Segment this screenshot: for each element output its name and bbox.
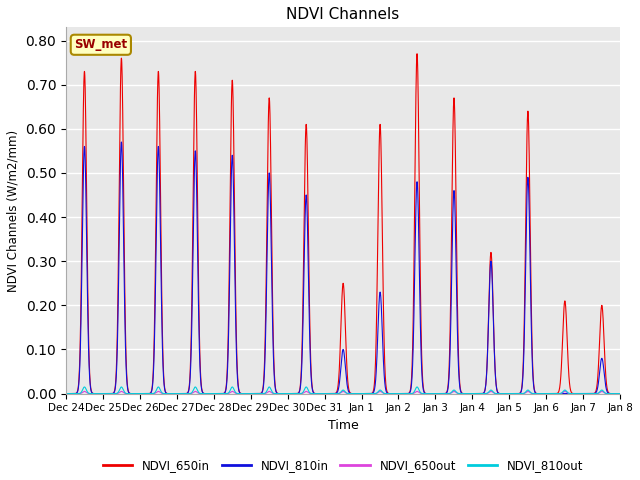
NDVI_650out <box>299 390 307 396</box>
NDVI_810out <box>546 391 554 396</box>
NDVI_650out <box>616 391 624 396</box>
NDVI_650out <box>125 391 133 396</box>
X-axis label: Time: Time <box>328 419 358 432</box>
Line: NDVI_810out: NDVI_810out <box>66 387 620 394</box>
NDVI_650out <box>275 391 282 396</box>
NDVI_810in <box>299 334 307 340</box>
Line: NDVI_810in: NDVI_810in <box>66 142 620 394</box>
NDVI_810in <box>118 139 125 145</box>
Line: NDVI_650out: NDVI_650out <box>66 391 620 394</box>
NDVI_650out <box>546 391 554 396</box>
NDVI_810in <box>159 337 166 343</box>
NDVI_810out <box>125 391 133 396</box>
NDVI_650in <box>413 51 421 57</box>
NDVI_810out <box>159 390 166 396</box>
Y-axis label: NDVI Channels (W/m2/mm): NDVI Channels (W/m2/mm) <box>7 130 20 291</box>
NDVI_810out <box>616 391 624 396</box>
NDVI_810out <box>81 384 88 390</box>
NDVI_650in <box>546 391 554 396</box>
NDVI_650out <box>605 391 613 396</box>
NDVI_810in <box>616 391 624 396</box>
NDVI_650in <box>616 391 624 396</box>
NDVI_810in <box>275 391 282 396</box>
NDVI_650in <box>125 390 133 396</box>
NDVI_650in <box>62 391 70 396</box>
Line: NDVI_650in: NDVI_650in <box>66 54 620 394</box>
NDVI_810in <box>561 391 569 396</box>
NDVI_810out <box>299 390 307 396</box>
Legend: NDVI_650in, NDVI_810in, NDVI_650out, NDVI_810out: NDVI_650in, NDVI_810in, NDVI_650out, NDV… <box>98 455 588 477</box>
NDVI_810out <box>275 391 282 396</box>
NDVI_810in <box>125 390 133 396</box>
NDVI_810out <box>62 391 70 396</box>
Text: SW_met: SW_met <box>74 38 127 51</box>
NDVI_810in <box>62 391 70 396</box>
NDVI_650out <box>81 388 88 394</box>
Title: NDVI Channels: NDVI Channels <box>287 7 399 22</box>
NDVI_650out <box>159 391 166 396</box>
NDVI_650out <box>62 391 70 396</box>
NDVI_810in <box>546 391 554 396</box>
NDVI_810in <box>605 391 613 396</box>
NDVI_650in <box>158 311 166 316</box>
NDVI_650in <box>299 324 307 329</box>
NDVI_810out <box>605 391 613 396</box>
NDVI_650in <box>605 390 613 396</box>
NDVI_650in <box>275 391 282 396</box>
